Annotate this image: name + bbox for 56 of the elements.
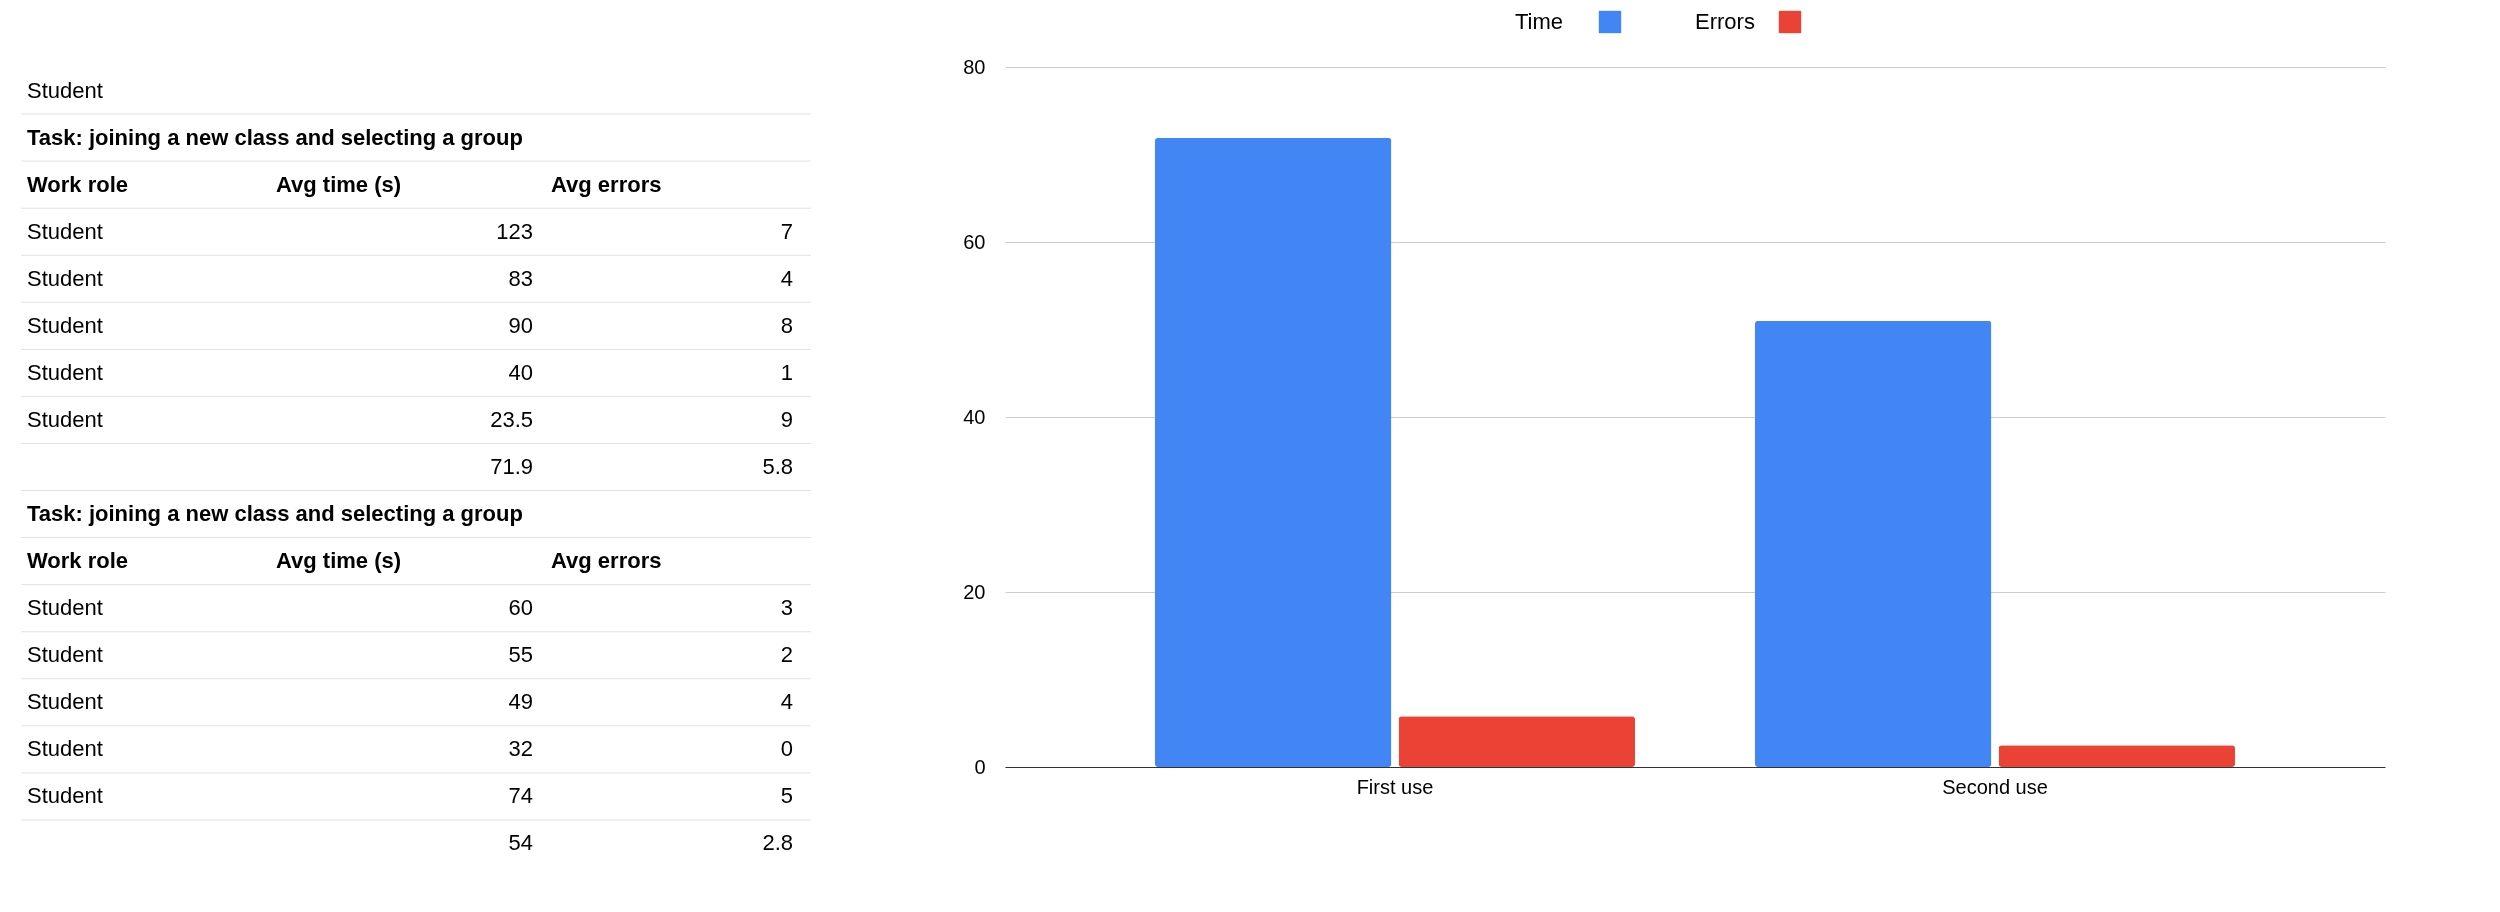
text: 0 [780,736,793,762]
text: 49 [508,689,533,715]
text: Avg errors [551,548,662,574]
y-tick-label: 60 [963,230,986,253]
text: Task: joining a new class and selecting a group [27,501,523,527]
text: 83 [508,265,533,291]
text: Student [27,218,103,244]
text: 4 [780,265,793,291]
text: Work role [27,171,129,197]
text: 2.8 [762,830,793,856]
text: 40 [508,359,533,385]
text: 9 [780,406,793,432]
bar [1398,716,1635,767]
text: 60 [508,595,533,621]
y-tick-label: 20 [963,580,986,603]
text: 1 [780,359,793,385]
text: Student [27,312,103,338]
text: Student [27,595,103,621]
y-tick-label: 0 [974,755,986,778]
x-tick-label: First use [1356,775,1434,798]
text: Student [27,736,103,762]
text: 2 [780,642,793,668]
text: 23.5 [490,406,533,432]
text: 32 [508,736,533,762]
text: 7 [780,218,793,244]
legend-label: Errors [1695,9,1755,34]
text: Avg time (s) [276,171,402,197]
text: 4 [780,689,793,715]
text: Student [27,406,103,432]
text: Work role [27,548,129,574]
text: Student [27,359,103,385]
text: 8 [780,312,793,338]
text: 5 [780,783,793,809]
text: Student [27,265,103,291]
bar [1998,745,2235,767]
bar [1755,320,1992,767]
text: 123 [496,218,533,244]
text: Student [27,783,103,809]
text: 90 [508,312,533,338]
text: Student [27,642,103,668]
text: Task: joining a new class and selecting a group [27,124,523,150]
text: 5.8 [762,454,793,479]
text: 54 [508,830,533,856]
text: 55 [508,642,533,668]
text: 74 [508,783,533,809]
text: 3 [780,595,793,621]
text: Avg time (s) [276,548,402,574]
text: 71.9 [490,454,533,479]
x-tick-label: Second use [1942,775,2048,798]
y-tick-label: 80 [963,55,986,78]
legend-label: Time [1515,9,1564,34]
text: Avg errors [551,171,662,197]
bar [1155,137,1392,767]
text: Student [27,77,103,103]
y-tick-label: 40 [963,405,986,428]
text: Student [27,689,103,715]
